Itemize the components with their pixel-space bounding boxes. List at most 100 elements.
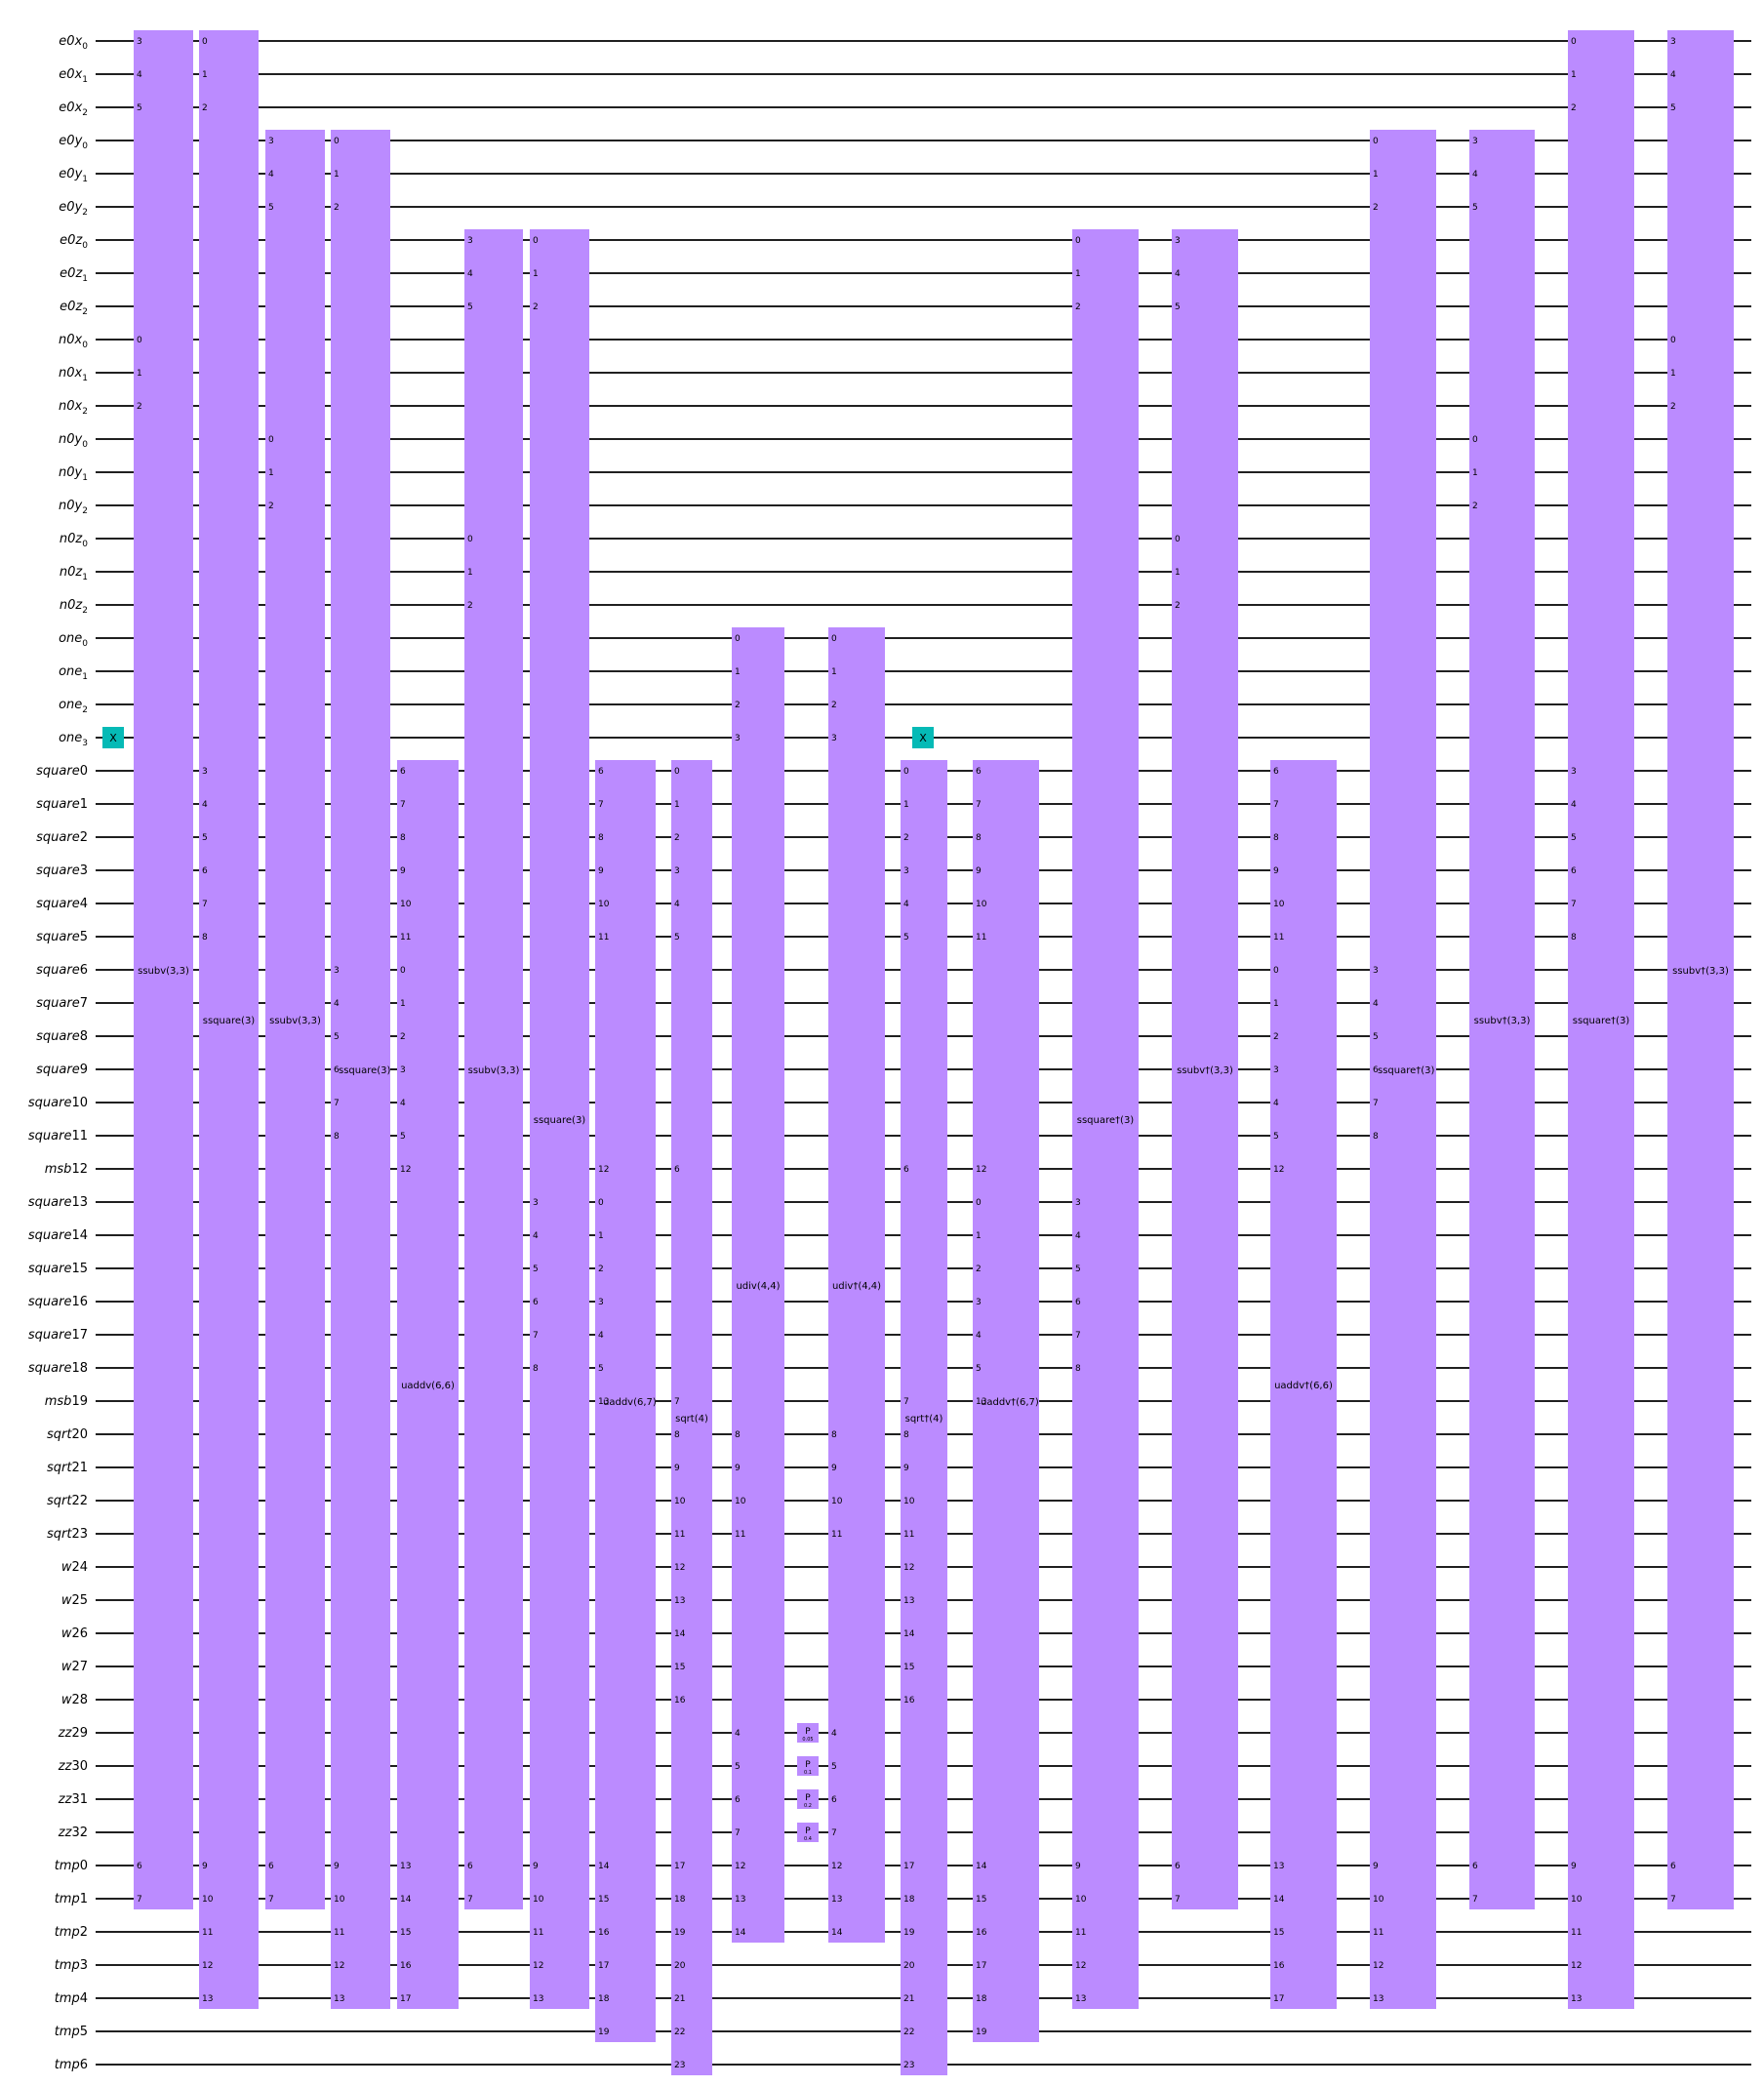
gate-pin-label: 12: [903, 1563, 914, 1573]
gate-pin-label: 16: [976, 1928, 987, 1938]
wire-label-base: square: [28, 1328, 72, 1343]
gate-14: 3 4 5 0 1 2 6 7 ssubv†(3,3): [1172, 229, 1238, 1909]
gate-name: udiv†(4,4): [832, 1281, 881, 1292]
gate-pin-label: 0: [1571, 37, 1577, 47]
wire-label-w25: w25: [61, 1593, 88, 1608]
gate-pin-label: 7: [1373, 1099, 1379, 1108]
wire-label-subscript: 1: [82, 374, 88, 383]
gate-pin-label: 12: [1075, 1961, 1086, 1971]
gate-pin-label: 3: [831, 734, 837, 743]
gate-pin-label: 3: [903, 866, 909, 876]
gate-pin-label: 4: [137, 70, 142, 80]
gate-name: ssquare(3): [203, 1016, 256, 1026]
gate-pin-label: 13: [1373, 1994, 1383, 2004]
gate-pin-label: 1: [137, 369, 142, 379]
gate-pin-label: 0: [467, 535, 473, 544]
gate-box: [901, 760, 947, 2075]
wire-label-base: w: [61, 1693, 72, 1707]
gate-pin-label: 5: [598, 1364, 604, 1374]
gate-pin-label: 11: [831, 1530, 842, 1540]
wire-label-n0x0: n0x0: [59, 333, 88, 350]
gate-pin-label: 9: [735, 1464, 741, 1473]
gate-pin-label: 0: [903, 767, 909, 777]
gate-pin-label: 4: [976, 1331, 982, 1341]
wire-label-base: square: [28, 1129, 72, 1144]
wire-label-tmp4: tmp4: [55, 1991, 88, 2006]
wire-label-index: 5: [80, 930, 88, 944]
wire-label-base: tmp: [55, 1958, 80, 1973]
wire-label-base: e0y: [59, 200, 82, 215]
gate-pin-label: 8: [598, 833, 604, 843]
wire-label-n0z1: n0z1: [60, 565, 88, 582]
gate-pin-label: 15: [400, 1928, 411, 1938]
gate-pin-label: 18: [903, 1895, 915, 1905]
gate-pin-label: 9: [1373, 1862, 1379, 1871]
gate-pin-label: 10: [1075, 1895, 1087, 1905]
gate-pin-label: 0: [735, 634, 741, 644]
gate-pin-label: 6: [1571, 866, 1577, 876]
gate-pin-label: 3: [1472, 137, 1478, 146]
wire-label-subscript: 1: [82, 175, 88, 184]
phase-gate-label: P: [805, 1727, 811, 1737]
gate-pin-label: 6: [674, 1165, 680, 1175]
wire-label-sqrt23: sqrt23: [47, 1527, 88, 1542]
gate-pin-label: 7: [1571, 900, 1577, 909]
gate-pin-label: 2: [334, 203, 340, 213]
gate-pin-label: 9: [976, 866, 982, 876]
gate-box: [732, 627, 784, 1943]
gate-pin-label: 13: [1571, 1994, 1582, 2004]
gate-pin-label: 12: [533, 1961, 543, 1971]
gate-pin-label: 10: [674, 1497, 686, 1506]
gate-pin-label: 1: [1571, 70, 1577, 80]
gate-pin-label: 3: [268, 137, 274, 146]
wire-label-subscript: 0: [82, 341, 88, 350]
gate-pin-label: 2: [674, 833, 680, 843]
gate-pin-label: 11: [674, 1530, 685, 1540]
gate-pin-label: 2: [831, 701, 837, 710]
gate-pin-label: 5: [467, 302, 473, 312]
gate-pin-label: 0: [1670, 336, 1676, 345]
gate-pin-label: 23: [674, 2061, 685, 2070]
gate-pin-label: 8: [674, 1430, 680, 1440]
gate-pin-label: 12: [735, 1862, 745, 1871]
gate-pin-label: 18: [674, 1895, 686, 1905]
gate-pin-label: 12: [334, 1961, 344, 1971]
gate-pin-label: 2: [903, 833, 909, 843]
wire-label-base: square: [36, 764, 80, 779]
wire-label-base: sqrt: [47, 1494, 72, 1508]
gate-pin-label: 7: [735, 1828, 741, 1838]
wire-label-index: 22: [71, 1494, 88, 1508]
wire-label-base: w: [61, 1560, 72, 1575]
gate-pin-label: 7: [1075, 1331, 1081, 1341]
gate-pin-label: 3: [137, 37, 142, 47]
gate-pin-label: 12: [976, 1165, 986, 1175]
wire-label-subscript: 2: [82, 208, 88, 218]
wire-label-base: square: [36, 963, 80, 978]
phase-gate: P0.4: [797, 1823, 819, 1842]
wire-label-base: e0x: [59, 100, 82, 115]
phase-gate: P0.1: [797, 1756, 819, 1776]
gate-pin-label: 3: [598, 1298, 604, 1307]
gate-pin-label: 12: [202, 1961, 213, 1971]
wire-label-base: e0z: [60, 266, 83, 281]
wire-label-base: one: [59, 664, 82, 679]
gate-pin-label: 16: [400, 1961, 412, 1971]
wire-label-base: w: [61, 1593, 72, 1608]
gate-box: [1270, 760, 1337, 2009]
gate-box: [464, 229, 523, 1909]
gate-name: ssubv(3,3): [468, 1065, 520, 1076]
x-gate-label: X: [109, 732, 117, 744]
gate-pin-label: 7: [533, 1331, 539, 1341]
wire-label-subscript: 0: [82, 540, 88, 549]
gate-0: 3 4 5 0 1 2 6 7 ssubv(3,3): [134, 30, 193, 1909]
gate-pin-label: 17: [674, 1862, 685, 1871]
gate-pin-label: 12: [674, 1563, 685, 1573]
wire-label-base: n0z: [60, 532, 84, 546]
wire-label-msb19: msb19: [45, 1394, 88, 1409]
wire-label-base: n0y: [59, 465, 83, 480]
wire-label-index: 30: [71, 1759, 88, 1774]
gate-box: [265, 130, 325, 1909]
